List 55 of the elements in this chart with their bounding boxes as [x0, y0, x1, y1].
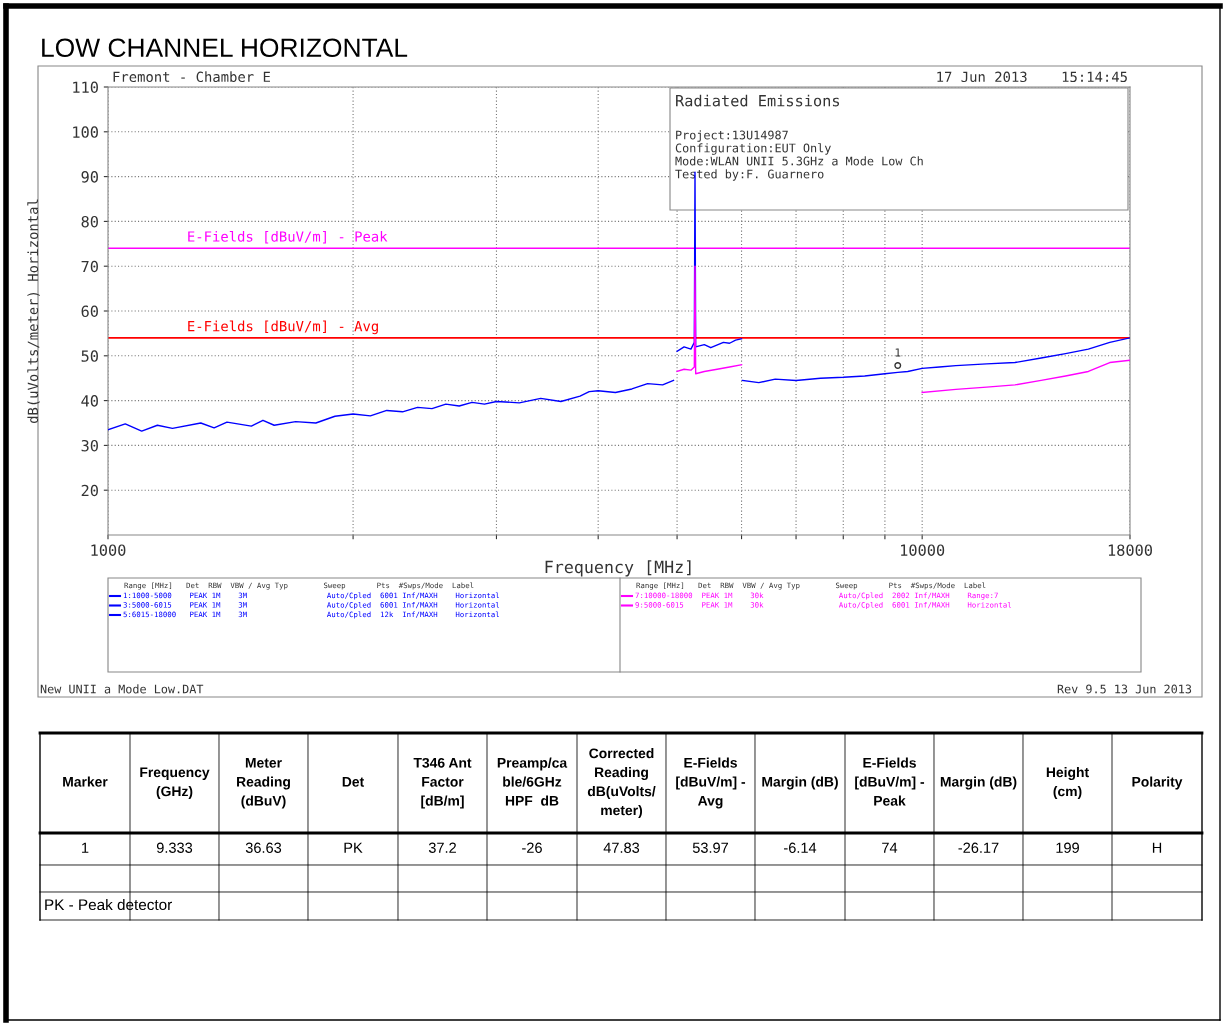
ref-line-label: E-Fields [dBuV/m] - Peak: [188, 230, 388, 244]
text: Margin (dB): [940, 776, 1017, 790]
text: -26.17: [958, 842, 999, 853]
y-tick-label: 40: [81, 395, 98, 407]
annotation: Project:13U14987: [676, 130, 788, 142]
text: 199: [1056, 842, 1079, 853]
text: -6.14: [784, 842, 817, 853]
text: Height (cm): [1046, 767, 1089, 799]
text: 37.2: [428, 842, 456, 853]
text: Marker: [63, 776, 108, 787]
text: Rev 9.5 13 Jun 2013: [1057, 684, 1192, 694]
y-tick-label: 110: [73, 81, 98, 94]
text: 17 Jun 2013 15:14:45: [937, 71, 1127, 83]
x-tick-label: 18000: [1108, 544, 1152, 556]
text: PK: [344, 842, 363, 853]
text: E-Fields [dBuV/m] - Peak: [855, 757, 925, 806]
text: 36.63: [245, 842, 282, 853]
y-tick-label: 100: [73, 126, 98, 138]
x-tick-label: 10000: [901, 544, 945, 556]
text: Polarity: [1132, 776, 1183, 790]
text: PK - Peak detector: [45, 898, 172, 911]
y-tick-label: 80: [81, 215, 98, 228]
text: Preamp/ca ble/6GHz HPF dB: [497, 757, 568, 806]
y-axis-title: dB(uVolts/meter) Horizontal: [27, 199, 40, 424]
text: 53.97: [692, 842, 729, 853]
annotation: Mode:WLAN UNII 5.3GHz a Mode Low Ch: [675, 156, 923, 166]
text: H: [1152, 842, 1162, 853]
ref-line-label: E-Fields [dBuV/m] - Avg: [188, 320, 378, 335]
chart-title: LOW CHANNEL HORIZONTAL: [42, 38, 408, 58]
y-tick-label: 70: [81, 260, 98, 273]
text: 47.83: [603, 842, 640, 853]
text: Fremont - Chamber E: [113, 71, 270, 83]
text: 9.333: [156, 842, 193, 853]
text: Margin (dB): [762, 776, 838, 790]
text: T346 Ant Factor [dB/m]: [413, 757, 472, 809]
y-tick-label: 30: [81, 439, 98, 452]
y-tick-label: 20: [81, 484, 98, 497]
text: E-Fields [dBuV/m] - Avg: [676, 757, 746, 809]
text: -26: [522, 842, 542, 853]
y-tick-label: 50: [81, 350, 98, 362]
annotation: 1: [895, 348, 901, 357]
y-tick-label: 90: [81, 171, 98, 183]
text: 74: [882, 842, 898, 853]
annotation: Radiated Emissions: [676, 94, 840, 107]
text: Frequency (GHz): [140, 767, 210, 799]
annotation: Configuration:EUT Only: [675, 143, 831, 155]
y-tick-label: 60: [81, 305, 98, 318]
text: 1: [82, 842, 89, 853]
x-axis-title: Frequency [MHz]: [545, 560, 691, 577]
text: Corrected Reading dB(uVolts/ meter): [587, 748, 656, 818]
line-series: [676, 265, 743, 375]
text: New UNII a Mode Low.DAT: [40, 684, 204, 694]
text: Meter Reading (dBuV): [237, 758, 290, 809]
x-tick-label: 1000: [91, 544, 126, 556]
text: Det: [342, 777, 365, 787]
